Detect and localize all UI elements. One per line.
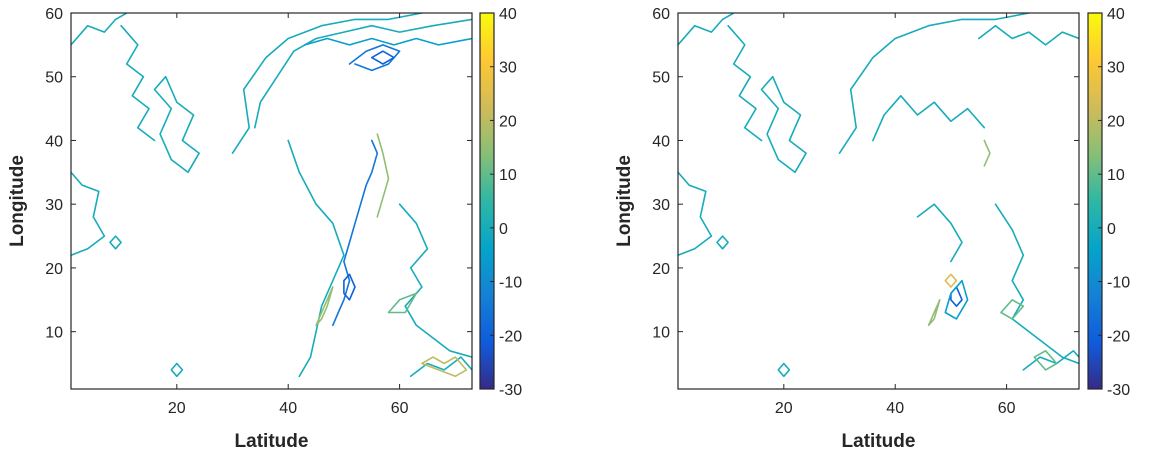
contour-line: [944, 279, 969, 320]
colorbar-tick-label: 40: [499, 6, 517, 23]
contour-line: [371, 50, 395, 65]
contour-line: [944, 273, 958, 288]
contour-line: [838, 13, 1030, 154]
x-axis-label: Latitude: [235, 431, 309, 452]
contour-panel-right: 20 40 60 10 20 30 40 50 60 Latitude Longitude -30 -2…: [614, 6, 1130, 452]
contour-line: [287, 139, 345, 378]
contour-line: [71, 171, 106, 256]
contour-line: [1000, 299, 1025, 320]
contour-line: [421, 356, 468, 378]
contour-line: [304, 37, 472, 46]
x-tick-label: 20: [168, 400, 186, 417]
contour-line: [678, 171, 713, 256]
contour-line: [348, 44, 401, 72]
contour-line: [927, 299, 941, 327]
contour-lines: [678, 13, 1079, 378]
axes-frame: [677, 12, 1080, 390]
y-tick-label: 30: [652, 197, 670, 214]
contour-line: [872, 95, 986, 142]
colorbar-tick-label: 0: [499, 221, 508, 238]
contour-line: [315, 286, 334, 327]
x-axis-label: Latitude: [842, 431, 916, 452]
x-tick-label: 20: [775, 400, 793, 417]
y-tick-label: 20: [45, 261, 63, 278]
contour-line: [120, 24, 156, 142]
x-tick-label: 60: [391, 400, 409, 417]
contour-line: [409, 356, 472, 378]
contour-line: [387, 292, 418, 314]
y-tick-label: 10: [652, 325, 670, 342]
contour-line: [727, 24, 763, 142]
contour-line: [254, 18, 472, 129]
axes-frame: [70, 12, 473, 390]
colorbar-tick-label: -30: [499, 382, 522, 399]
y-tick-label: 20: [652, 261, 670, 278]
colorbar-frame: [479, 12, 495, 390]
x-tick-label: 40: [886, 400, 904, 417]
contour-line: [777, 362, 791, 378]
contour-line: [716, 235, 729, 250]
contour-line: [983, 139, 991, 167]
colorbar-tick-label: 20: [1107, 113, 1125, 130]
contour-line: [153, 75, 200, 174]
y-tick-label: 30: [45, 197, 63, 214]
contour-line: [376, 133, 390, 218]
contour-line: [678, 13, 735, 46]
contour-line: [332, 139, 379, 327]
contour-line: [1033, 350, 1058, 371]
colorbar-tick-label: 40: [1107, 6, 1125, 23]
colorbar-tick-label: -20: [499, 328, 522, 345]
colorbar-tick-label: 30: [499, 60, 517, 77]
colorbar-tick-label: 30: [1107, 60, 1125, 77]
colorbar: [480, 13, 494, 389]
contour-line: [994, 203, 1079, 365]
x-tick-label: 40: [279, 400, 297, 417]
y-tick-label: 40: [652, 133, 670, 150]
colorbar-tick-label: -30: [1107, 382, 1130, 399]
y-axis-label: Longitude: [614, 155, 635, 247]
y-tick-label: 50: [45, 70, 63, 87]
y-tick-label: 10: [45, 325, 63, 342]
contour-panel-left: 20 40 60 10 20 30 40 50 60 Latitude Longitude -30 -2…: [7, 6, 522, 452]
x-tick-label: 60: [998, 400, 1016, 417]
y-tick-label: 60: [45, 6, 63, 23]
y-tick-label: 60: [652, 6, 670, 23]
contour-line: [109, 235, 122, 250]
contour-line: [978, 24, 1079, 46]
y-tick-label: 50: [652, 70, 670, 87]
contour-line: [916, 203, 963, 263]
colorbar-tick-label: 0: [1107, 221, 1116, 238]
contour-line: [760, 75, 807, 174]
colorbar-tick-label: 20: [499, 113, 517, 130]
colorbar-tick-label: -10: [1107, 275, 1130, 292]
contour-line: [170, 362, 184, 378]
colorbar: [1088, 13, 1102, 389]
y-tick-label: 40: [45, 133, 63, 150]
plot-area: [71, 13, 472, 389]
y-axis-label: Longitude: [7, 155, 28, 247]
contour-line: [343, 273, 356, 301]
colorbar-tick-label: -20: [1107, 328, 1130, 345]
plot-area: [678, 13, 1079, 389]
contour-line: [231, 13, 423, 154]
colorbar-tick-label: 10: [499, 167, 517, 184]
contour-lines: [71, 13, 472, 378]
colorbar-tick-label: 10: [1107, 167, 1125, 184]
colorbar-frame: [1087, 12, 1103, 390]
contour-line: [71, 13, 128, 46]
colorbar-tick-label: -10: [499, 275, 522, 292]
